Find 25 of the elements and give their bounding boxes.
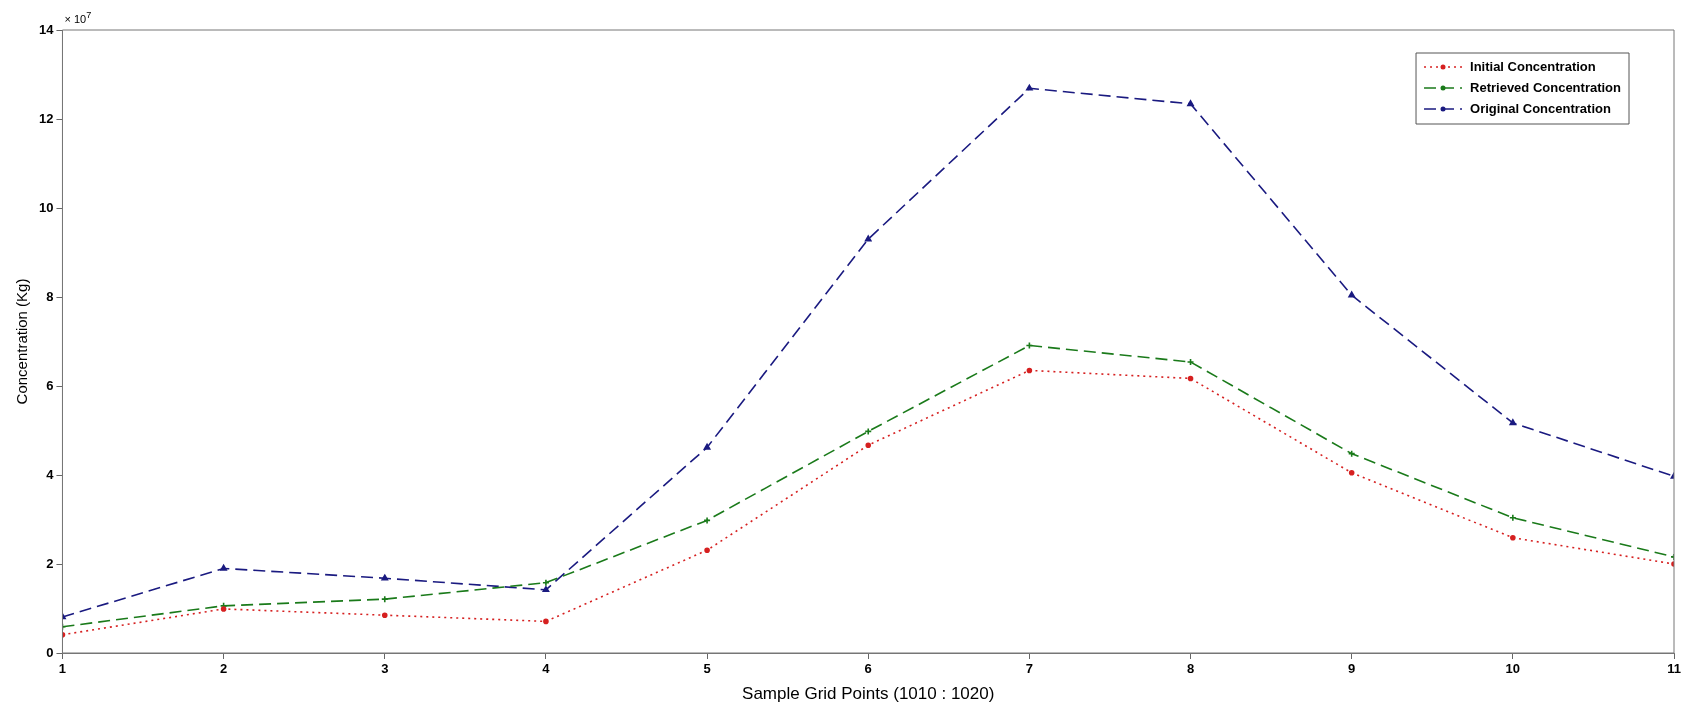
- y-tick-label: 10: [38, 199, 54, 215]
- y-tick-label: 6: [46, 377, 54, 393]
- x-axis-title: Sample Grid Points (1010 : 1020): [742, 684, 995, 704]
- y-axis-title: Concentration (Kg): [13, 278, 31, 405]
- x-tick-label: 6: [864, 661, 872, 677]
- x-tick-label: 3: [381, 661, 389, 677]
- x-tick-label: 8: [1186, 661, 1195, 677]
- x-tick-label: 4: [542, 661, 551, 677]
- legend-label: Retrieved Concentration: [1470, 79, 1622, 95]
- y-tick-label: 4: [46, 466, 55, 482]
- x-tick-label: 11: [1667, 661, 1681, 677]
- x-tick-label: 2: [220, 661, 228, 677]
- text: × 10$^{7}$: [64, 10, 92, 25]
- y-tick-label: 2: [46, 555, 54, 571]
- y-tick-label: 0: [46, 644, 54, 660]
- legend-label: Initial Concentration: [1470, 58, 1596, 74]
- x-tick-label: 1: [58, 661, 67, 677]
- y-tick-label: 8: [46, 288, 54, 304]
- y-tick-label: 12: [38, 110, 54, 126]
- x-tick-label: 10: [1505, 661, 1521, 677]
- x-tick-label: 7: [1025, 661, 1033, 677]
- y-tick-label: 14: [38, 21, 55, 37]
- x-tick-label: 9: [1348, 661, 1356, 677]
- x-tick-label: 5: [703, 661, 711, 677]
- legend-label: Original Concentration: [1470, 100, 1611, 116]
